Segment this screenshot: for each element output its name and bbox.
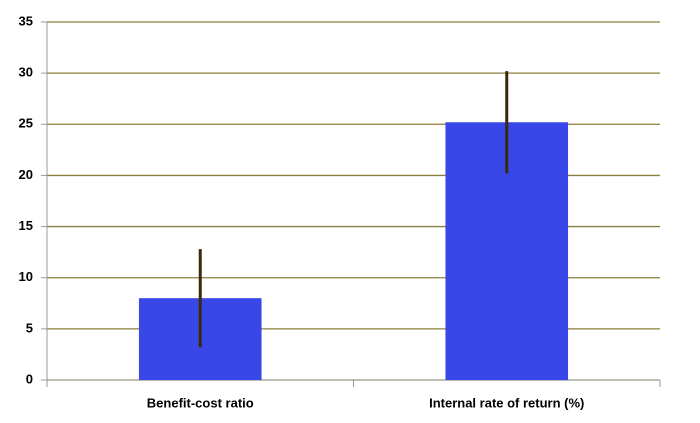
y-tick-label: 20 bbox=[19, 167, 33, 182]
y-tick-label: 35 bbox=[19, 13, 33, 28]
y-tick-label: 10 bbox=[19, 269, 33, 284]
y-tick-label: 5 bbox=[26, 320, 33, 335]
x-tick-label: Benefit-cost ratio bbox=[147, 395, 254, 410]
y-tick-label: 0 bbox=[26, 371, 33, 386]
y-tick-label: 15 bbox=[19, 218, 33, 233]
y-tick-label: 25 bbox=[19, 116, 33, 131]
y-tick-label: 30 bbox=[19, 65, 33, 80]
x-tick-label: Internal rate of return (%) bbox=[429, 395, 584, 410]
